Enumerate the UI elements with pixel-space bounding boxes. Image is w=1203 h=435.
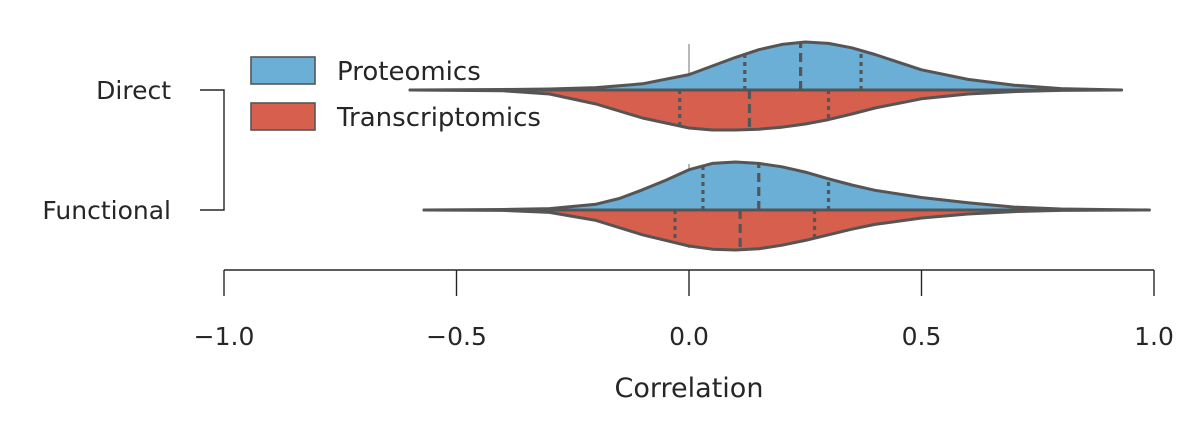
legend: Proteomics Transcriptomics bbox=[250, 56, 541, 133]
violin-direct-proteomics bbox=[408, 40, 1123, 92]
x-axis: −1.0 −0.5 0.0 0.5 1.0 bbox=[194, 269, 1174, 351]
category-label-direct: Direct bbox=[96, 76, 171, 105]
x-tick-label-1: −0.5 bbox=[426, 322, 487, 351]
legend-swatch-proteomics bbox=[250, 56, 316, 85]
legend-label-transcriptomics: Transcriptomics bbox=[336, 103, 541, 133]
violin-functional-proteomics bbox=[422, 160, 1151, 212]
legend-label-proteomics: Proteomics bbox=[337, 57, 481, 87]
x-tick-label-2: 0.0 bbox=[669, 322, 709, 351]
x-tick-label-0: −1.0 bbox=[194, 322, 255, 351]
violin-functional-transcriptomics bbox=[422, 208, 1151, 252]
violins-layer bbox=[408, 40, 1151, 252]
x-tick-label-4: 1.0 bbox=[1134, 322, 1174, 351]
violin-direct-transcriptomics bbox=[408, 88, 1123, 132]
category-bracket bbox=[200, 89, 225, 211]
category-label-functional: Functional bbox=[42, 196, 171, 225]
x-axis-label: Correlation bbox=[615, 373, 764, 404]
legend-swatch-transcriptomics bbox=[250, 102, 316, 131]
category-axis: Direct Functional bbox=[42, 76, 225, 225]
x-tick-label-3: 0.5 bbox=[902, 322, 942, 351]
